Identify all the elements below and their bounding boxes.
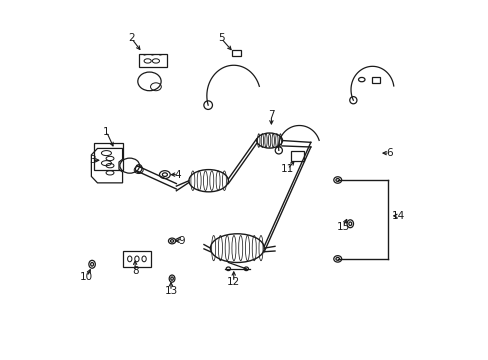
Text: 14: 14	[391, 211, 405, 221]
Text: 3: 3	[89, 155, 95, 165]
Text: 10: 10	[80, 272, 93, 282]
Text: 2: 2	[128, 33, 135, 43]
Text: 7: 7	[267, 111, 274, 121]
Text: 4: 4	[175, 170, 181, 180]
Text: 15: 15	[336, 222, 349, 231]
Text: 6: 6	[386, 148, 392, 158]
Text: 8: 8	[132, 266, 138, 276]
Text: 9: 9	[178, 236, 184, 246]
Text: 12: 12	[226, 277, 240, 287]
Text: 11: 11	[280, 164, 294, 174]
Text: 5: 5	[218, 33, 224, 43]
Text: 13: 13	[164, 286, 177, 296]
Text: 1: 1	[103, 127, 109, 136]
